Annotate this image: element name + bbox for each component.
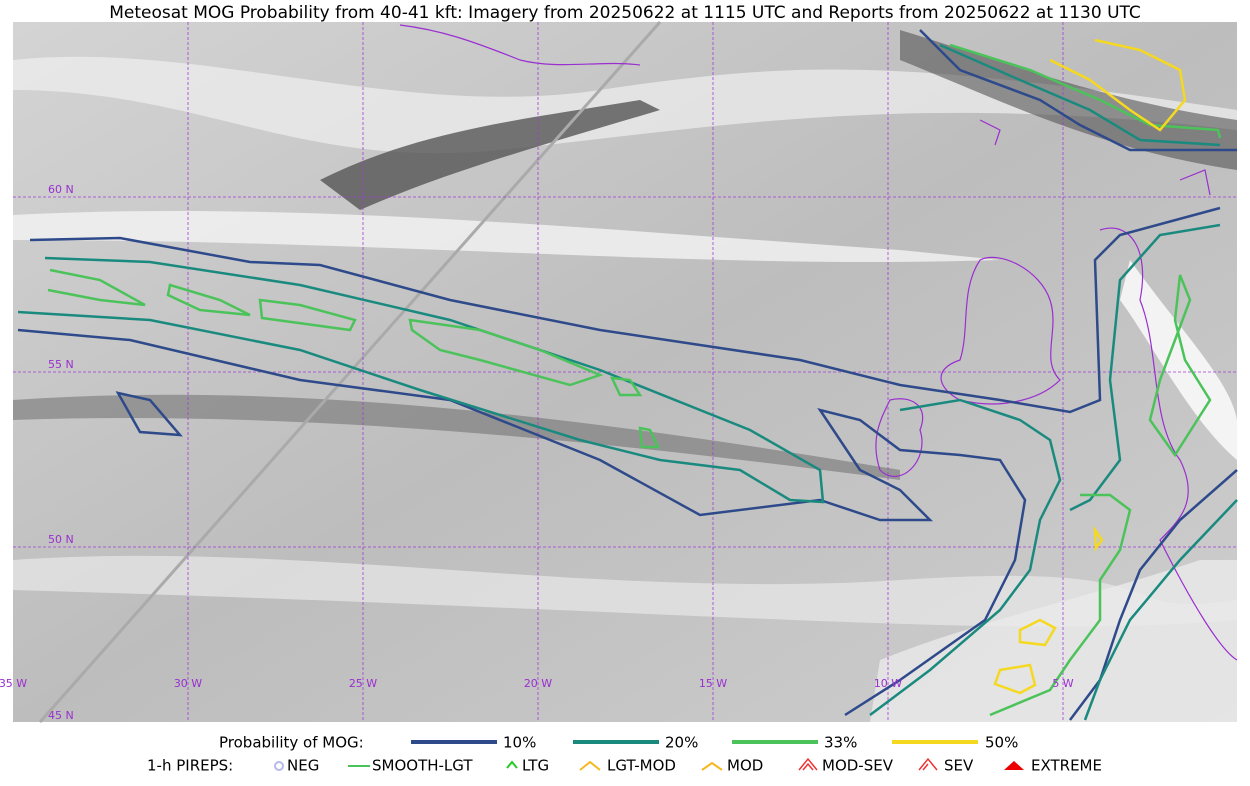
lon-label: 30 W bbox=[174, 677, 202, 690]
legend-label: Probability of MOG: bbox=[219, 734, 364, 752]
lon-label: 35 W bbox=[0, 677, 27, 690]
lat-label: 60 N bbox=[48, 183, 74, 196]
lon-labels: 35 W 30 W 25 W 20 W 15 W 10 W 5 W bbox=[0, 677, 1074, 690]
legend-item: LGT-MOD bbox=[607, 757, 676, 775]
legend-item: LTG bbox=[522, 757, 549, 775]
legend-item: SMOOTH-LGT bbox=[372, 757, 473, 775]
map-title: Meteosat MOG Probability from 40-41 kft:… bbox=[109, 3, 1141, 23]
lon-label: 15 W bbox=[699, 677, 727, 690]
lon-label: 20 W bbox=[524, 677, 552, 690]
legend-item: 33% bbox=[824, 734, 857, 752]
contours bbox=[17, 29, 1238, 721]
lon-label: 25 W bbox=[349, 677, 377, 690]
legend-item: EXTREME bbox=[1031, 757, 1102, 775]
lat-label: 45 N bbox=[48, 709, 74, 722]
legend-item: NEG bbox=[287, 757, 319, 775]
lon-label: 10 W bbox=[874, 677, 902, 690]
legend-item: 20% bbox=[665, 734, 698, 752]
legend-item: 10% bbox=[503, 734, 536, 752]
lat-label: 50 N bbox=[48, 533, 74, 546]
legend-item: 50% bbox=[985, 734, 1018, 752]
legend-pireps: 1-h PIREPS: NEG SMOOTH-LGT LTG LGT-MOD M… bbox=[147, 757, 1102, 775]
legend-label: 1-h PIREPS: bbox=[147, 757, 233, 775]
legend-item: MOD-SEV bbox=[822, 757, 894, 775]
lat-labels: 60 N 55 N 50 N 45 N bbox=[48, 183, 74, 722]
legend-item: MOD bbox=[727, 757, 763, 775]
legend-item: SEV bbox=[944, 757, 974, 775]
lat-label: 55 N bbox=[48, 358, 74, 371]
lon-label: 5 W bbox=[1052, 677, 1073, 690]
legend-probability: Probability of MOG: 10% 20% 33% 50% bbox=[219, 734, 1018, 752]
map-area: 60 N 55 N 50 N 45 N 35 W 30 W 25 W 20 W … bbox=[0, 21, 1238, 723]
